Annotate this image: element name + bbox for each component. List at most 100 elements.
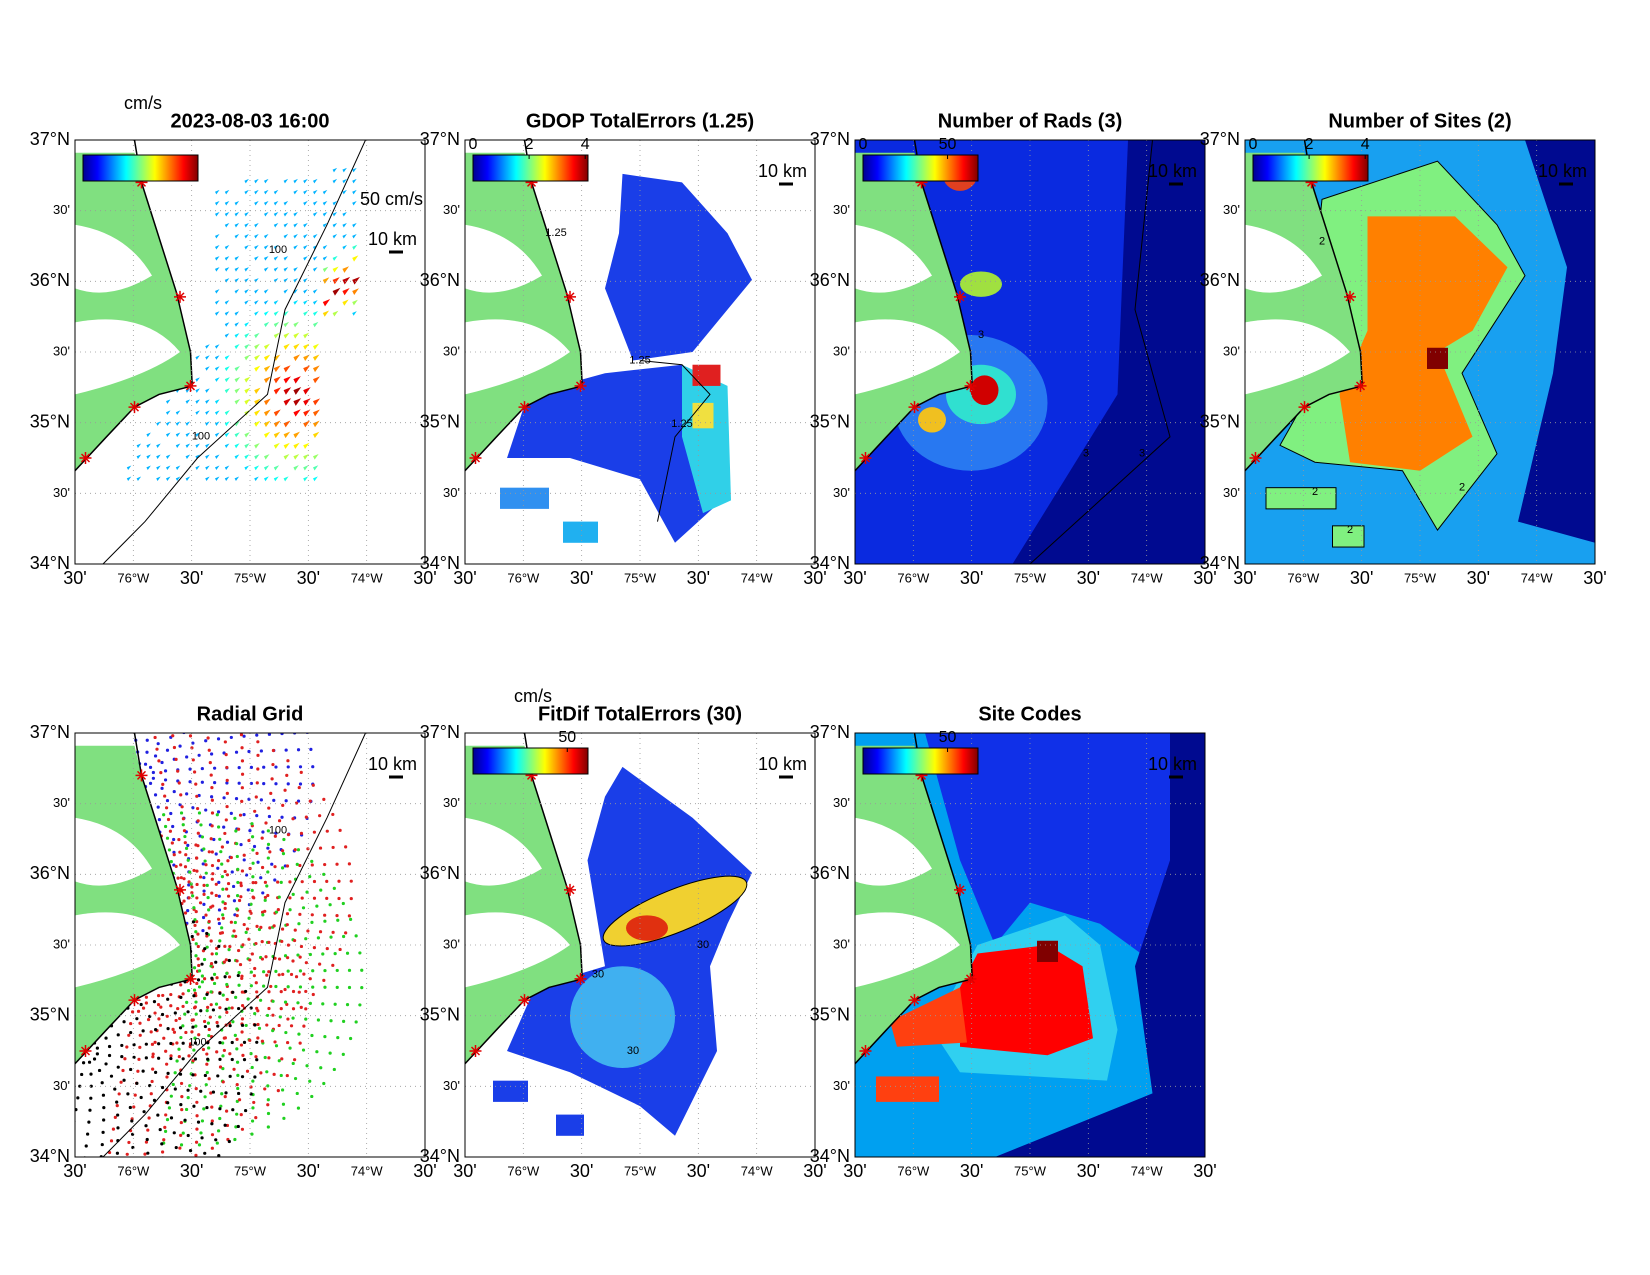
radial-grid-point — [223, 740, 227, 744]
radial-grid-point — [322, 1081, 326, 1086]
land — [75, 745, 193, 1064]
radial-grid-point — [291, 989, 296, 994]
radial-grid-point — [232, 899, 237, 903]
sound — [465, 224, 542, 293]
current-vector — [254, 398, 261, 406]
radial-grid-point — [261, 891, 265, 895]
current-vector — [342, 223, 347, 228]
radial-grid-point — [251, 881, 255, 885]
radial-grid-point — [151, 1055, 155, 1059]
radial-grid-point — [188, 1045, 192, 1049]
radial-grid-point — [135, 1081, 139, 1085]
radial-grid-point — [177, 1189, 180, 1192]
radial-grid-point — [234, 934, 238, 938]
current-vector — [185, 399, 191, 404]
current-vector — [273, 223, 279, 228]
radial-grid-point — [128, 1210, 131, 1213]
site-code-field — [995, 733, 1205, 1157]
radial-grid-point — [296, 799, 301, 803]
contour-label: 30 — [627, 1045, 639, 1057]
lon-tick-label: 30' — [803, 1161, 826, 1181]
radial-grid-point — [218, 1006, 222, 1010]
current-vector — [254, 245, 259, 250]
radial-grid-point — [192, 1048, 196, 1052]
current-vector — [215, 355, 220, 360]
radial-grid-point — [196, 978, 201, 982]
site-count-field — [1265, 487, 1337, 510]
radial-grid-point — [209, 773, 213, 777]
lat-tick-label: 34°N — [1200, 553, 1240, 573]
radial-grid-point — [342, 1019, 346, 1023]
radial-grid-point — [218, 1107, 222, 1111]
radial-grid-point — [284, 683, 287, 686]
radial-grid-point — [255, 814, 259, 818]
radial-grid-point — [210, 786, 214, 790]
radial-grid-point — [203, 1073, 207, 1078]
current-vector — [332, 223, 338, 228]
current-vector — [215, 432, 220, 437]
radial-grid-point — [146, 1017, 151, 1022]
radial-grid-point — [218, 1015, 222, 1019]
current-vector — [215, 377, 220, 382]
lon-tick-label: 76°W — [507, 570, 540, 585]
radial-grid-point — [256, 1009, 260, 1013]
vector-scale-label: 50 cm/s — [360, 189, 423, 209]
lon-tick-label: 76°W — [117, 1163, 150, 1178]
colorbar — [862, 747, 979, 775]
radial-grid-point — [308, 977, 312, 981]
current-vector — [332, 255, 338, 261]
radial-grid-point — [239, 1043, 244, 1047]
radial-grid-point — [323, 968, 327, 973]
depth-contour — [102, 733, 366, 1157]
radial-grid-point — [296, 1106, 301, 1110]
current-vector — [342, 276, 351, 285]
radial-grid-point — [226, 881, 231, 886]
radial-grid-point — [244, 1023, 248, 1028]
current-vector — [293, 234, 298, 239]
radial-grid-point — [170, 647, 173, 650]
radial-grid-point — [245, 1069, 250, 1073]
current-vector — [146, 465, 151, 471]
radial-grid-point — [296, 1001, 300, 1005]
radial-grid-point — [129, 1067, 133, 1072]
lon-tick-label: 30' — [687, 1161, 710, 1181]
radial-grid-point — [242, 734, 246, 738]
radial-grid-point — [250, 1119, 255, 1123]
current-vector — [273, 300, 279, 305]
radial-grid-point — [89, 1096, 93, 1100]
radial-grid-point — [174, 757, 178, 761]
radial-grid-point — [211, 1090, 216, 1094]
current-vector — [195, 399, 200, 404]
current-vector — [234, 311, 240, 316]
radial-grid-point — [245, 674, 248, 677]
radial-grid-point — [264, 821, 268, 825]
radial-grid-point — [192, 868, 196, 873]
radial-grid-point — [187, 677, 190, 680]
radial-grid-point — [117, 633, 120, 636]
lon-tick-label: 74°W — [741, 570, 774, 585]
current-vector — [264, 189, 269, 195]
radial-grid-point — [144, 1124, 148, 1128]
radial-grid-point — [255, 1006, 259, 1010]
radial-grid-point — [240, 772, 245, 776]
radial-grid-point — [184, 846, 189, 850]
radial-grid-point — [191, 1025, 195, 1029]
radial-grid-point — [220, 1092, 224, 1096]
current-vector — [352, 200, 357, 206]
lat-tick-label: 30' — [833, 343, 850, 358]
current-vector — [185, 454, 191, 460]
radial-grid-point — [235, 907, 239, 911]
lon-tick-label: 74°W — [1131, 570, 1164, 585]
radial-grid-point — [193, 1057, 198, 1061]
radial-grid-point — [158, 1023, 163, 1027]
radial-grid-point — [158, 1127, 162, 1132]
current-vector — [215, 200, 220, 206]
current-vector — [283, 387, 292, 395]
contour-label: 100 — [269, 824, 287, 836]
radial-grid-point — [236, 1086, 240, 1091]
sound — [465, 319, 570, 395]
radial-grid-point — [217, 880, 221, 884]
radial-grid-point — [298, 912, 302, 916]
radial-grid-point — [285, 1073, 289, 1078]
